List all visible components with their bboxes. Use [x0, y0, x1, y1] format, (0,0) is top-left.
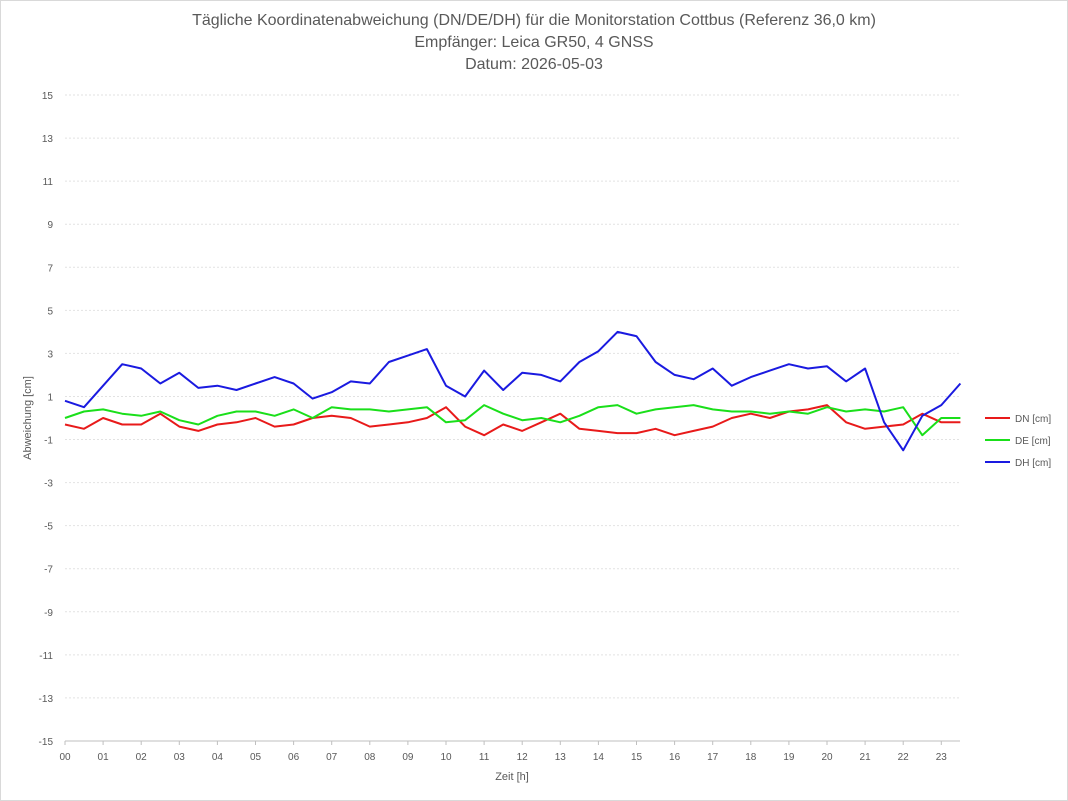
legend-label: DE [cm] — [1015, 436, 1051, 447]
y-tick-label: -5 — [44, 522, 53, 533]
y-tick-label: -9 — [44, 608, 53, 619]
x-tick-label: 19 — [783, 752, 795, 763]
y-tick-label: 1 — [47, 392, 53, 403]
x-tick-label: 22 — [898, 752, 910, 763]
x-tick-label: 15 — [631, 752, 643, 763]
x-tick-label: 23 — [936, 752, 948, 763]
x-tick-label: 14 — [593, 752, 605, 763]
x-tick-label: 00 — [59, 752, 71, 763]
y-tick-label: 9 — [47, 220, 53, 231]
legend-label: DN [cm] — [1015, 414, 1051, 425]
x-tick-label: 10 — [440, 752, 452, 763]
x-axis-label: Zeit [h] — [495, 771, 529, 783]
x-tick-label: 08 — [364, 752, 376, 763]
x-tick-label: 05 — [250, 752, 262, 763]
chart-title-block: Tägliche Koordinatenabweichung (DN/DE/DH… — [0, 10, 1068, 76]
chart-date: Datum: 2026-05-03 — [465, 56, 603, 73]
legend: DN [cm] DE [cm] DH [cm] — [985, 414, 1051, 469]
y-tick-label: 13 — [42, 134, 54, 145]
x-tick-label: 11 — [479, 752, 490, 763]
x-tick-label: 06 — [288, 752, 300, 763]
y-tick-label: 7 — [47, 263, 53, 274]
y-axis-label: Abweichung [cm] — [22, 376, 34, 460]
x-tick-label: 03 — [174, 752, 186, 763]
x-tick-label: 16 — [669, 752, 681, 763]
axes: 15 13 11 9 7 5 3 1 -1 -3 -5 -7 -9 -11 -13 -15 00 01 02 03 04… — [39, 91, 960, 763]
y-tick-label: -3 — [44, 479, 53, 490]
series-line-dn — [64, 404, 961, 437]
legend-label: DH [cm] — [1015, 458, 1051, 469]
y-tick-label: 5 — [47, 306, 53, 317]
gridlines — [65, 94, 960, 742]
x-tick-label: 02 — [136, 752, 148, 763]
x-tick-label: 20 — [821, 752, 833, 763]
x-tick-label: 21 — [860, 752, 872, 763]
y-tick-label: -11 — [39, 651, 53, 662]
y-tick-label: -1 — [44, 436, 53, 447]
x-tick-label: 04 — [212, 752, 224, 763]
x-tick-label: 12 — [517, 752, 529, 763]
x-tick-label: 13 — [555, 752, 567, 763]
chart-title: Tägliche Koordinatenabweichung (DN/DE/DH… — [192, 12, 876, 29]
x-tick-label: 07 — [326, 752, 338, 763]
y-tick-label: 3 — [47, 349, 53, 360]
chart-subtitle: Empfänger: Leica GR50, 4 GNSS — [414, 34, 654, 51]
series-line-dh — [64, 330, 962, 452]
y-tick-label: 11 — [43, 177, 54, 188]
x-tick-label: 09 — [402, 752, 414, 763]
x-tick-label: 18 — [745, 752, 757, 763]
y-tick-label: 15 — [42, 91, 54, 102]
y-tick-label: -15 — [39, 737, 54, 748]
series-lines — [64, 330, 962, 452]
x-tick-label: 17 — [707, 752, 719, 763]
series-line-de — [64, 404, 961, 437]
y-tick-label: -7 — [44, 565, 53, 576]
x-tick-label: 01 — [98, 752, 110, 763]
y-tick-label: -13 — [39, 694, 54, 705]
